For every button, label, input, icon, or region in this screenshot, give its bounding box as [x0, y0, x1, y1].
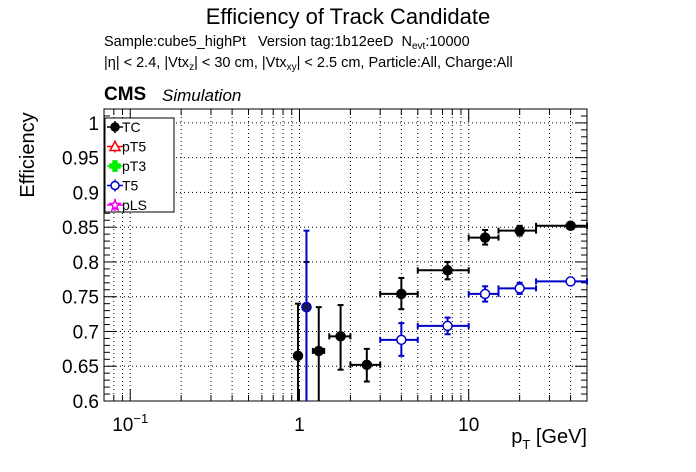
legend-label: pT3 — [122, 158, 146, 174]
legend-label: pLS — [122, 197, 147, 213]
y-tick-label: 0.85 — [62, 218, 99, 239]
data-point-TC — [349, 347, 382, 383]
y-tick-label: 0.8 — [73, 253, 99, 274]
version-tag-label: Version tag:1b12eeD — [257, 34, 394, 50]
y-tick-label: 1 — [88, 114, 99, 135]
legend-marker-shape — [109, 160, 121, 172]
sample-label: Sample:cube5_highPt — [104, 34, 246, 50]
data-marker — [442, 320, 453, 332]
legend-label: TC — [122, 119, 141, 135]
data-marker — [479, 232, 491, 243]
legend: TC pT5 pT3 T5 pLS — [104, 117, 175, 213]
selection-cuts-line: |η| < 2.4, |Vtxz| < 30 cm, |Vtxxy| < 2.5… — [104, 55, 513, 73]
y-tick-label: 0.7 — [73, 322, 99, 343]
data-point-TC — [311, 306, 326, 401]
data-marker — [396, 334, 407, 346]
data-point-TC — [497, 224, 538, 237]
y-axis-title: Efficiency — [17, 112, 39, 197]
data-point-TC — [328, 304, 352, 371]
cuts-z-subscript: z — [189, 62, 195, 73]
legend-marker-shape — [110, 122, 120, 132]
nevt-label: N — [401, 34, 412, 50]
data-marker — [396, 288, 407, 300]
chart-title: Efficiency of Track Candidate — [205, 4, 491, 29]
x-tick-base: 10 — [112, 415, 133, 436]
data-point-TC — [379, 276, 419, 311]
legend-marker — [107, 179, 123, 192]
legend-marker — [107, 139, 123, 153]
cuts-mid-text: | < 30 cm, |Vtx — [194, 55, 287, 71]
data-point-TC — [535, 220, 588, 232]
x-axis-title-part: [GeV] — [530, 426, 587, 448]
data-point-T5 — [379, 322, 419, 357]
nevt-value: :10000 — [425, 34, 470, 50]
legend-item-pT5: pT5 — [107, 139, 146, 155]
data-point-T5 — [416, 316, 470, 336]
series-TC — [292, 220, 588, 401]
legend-item-T5: T5 — [107, 178, 139, 194]
legend-marker — [107, 198, 123, 213]
data-point-T5 — [301, 229, 312, 401]
sample-info-line: Sample:cube5_highPt Version tag:1b12eeD … — [104, 34, 470, 52]
data-marker — [313, 345, 324, 357]
y-tick-label: 0.75 — [62, 288, 99, 309]
data-marker — [442, 265, 453, 276]
x-tick-base: 10 — [458, 415, 479, 436]
cuts-tail-text: | < 2.5 cm, Particle:All, Charge:All — [296, 55, 513, 71]
data-marker — [479, 288, 491, 300]
legend-marker-shape — [110, 180, 120, 191]
data-marker — [565, 220, 576, 232]
data-marker — [301, 301, 312, 313]
x-axis-title: pT [GeV] — [511, 426, 587, 452]
legend-marker — [107, 160, 123, 172]
series-T5 — [301, 229, 588, 401]
x-tick-label: 1 — [294, 415, 305, 436]
x-tick-base: 1 — [294, 415, 305, 436]
y-tick-label: 0.9 — [73, 183, 99, 204]
x-tick-label: 10−1 — [112, 411, 148, 436]
plot-frame — [103, 108, 588, 402]
legend-label: pT5 — [122, 139, 146, 155]
data-marker — [361, 359, 373, 371]
x-axis-title-part: T — [522, 437, 530, 452]
nevt-subscript: evt — [411, 41, 426, 52]
x-tick-label: 10 — [458, 415, 479, 436]
simulation-label: Simulation — [162, 86, 242, 105]
cms-label: CMS — [104, 84, 147, 105]
data-marker — [565, 276, 576, 287]
data-marker — [514, 225, 525, 236]
data-point-T5 — [497, 281, 538, 295]
legend-item-pLS: pLS — [107, 197, 147, 213]
legend-label: T5 — [122, 178, 139, 194]
data-point-T5 — [467, 285, 500, 303]
grid-lines — [104, 109, 587, 401]
x-axis-title-part: p — [511, 426, 522, 448]
data-point-TC — [416, 260, 470, 281]
legend-item-TC: TC — [107, 119, 141, 135]
axis-ticks — [104, 108, 587, 402]
y-tick-label: 0.65 — [62, 357, 99, 378]
x-tick-exponent: −1 — [133, 411, 148, 426]
legend-item-pT3: pT3 — [107, 158, 146, 174]
legend-marker-shape — [107, 198, 123, 213]
legend-marker — [107, 121, 123, 133]
y-tick-label: 0.95 — [62, 149, 99, 170]
data-point-T5 — [535, 276, 588, 287]
data-marker — [292, 350, 304, 362]
y-tick-label: 0.6 — [73, 392, 99, 413]
cuts-eta-text: |η| < 2.4, |Vtx — [104, 55, 190, 71]
data-point-TC — [467, 228, 500, 246]
cuts-xy-subscript: xy — [286, 62, 297, 73]
data-marker — [514, 283, 525, 294]
legend-marker-shape — [108, 139, 122, 152]
data-marker — [335, 331, 346, 342]
data-point-TC — [292, 302, 304, 401]
